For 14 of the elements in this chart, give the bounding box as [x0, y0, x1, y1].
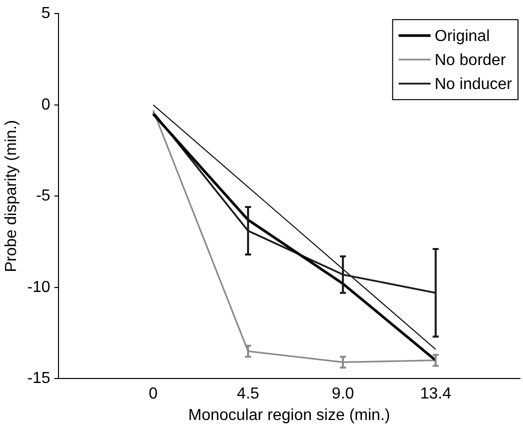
- legend-label: Original: [434, 28, 490, 46]
- x-axis-title: Monocular region size (min.): [188, 406, 390, 424]
- y-tick-label: -15: [27, 370, 50, 388]
- y-tick-label: 0: [41, 96, 50, 114]
- x-tick-label: 9.0: [332, 386, 354, 403]
- x-tick-label: 13.4: [420, 386, 452, 403]
- y-tick-label: -5: [36, 188, 50, 205]
- legend-label: No inducer: [434, 76, 513, 94]
- y-tick-label: 5: [41, 5, 50, 22]
- x-tick-label: 0: [148, 386, 158, 403]
- y-axis-title: Probe disparity (min.): [3, 120, 20, 272]
- y-tick-label: -10: [27, 278, 50, 296]
- legend-label: No border: [434, 52, 506, 70]
- x-tick-label: 4.5: [236, 386, 260, 403]
